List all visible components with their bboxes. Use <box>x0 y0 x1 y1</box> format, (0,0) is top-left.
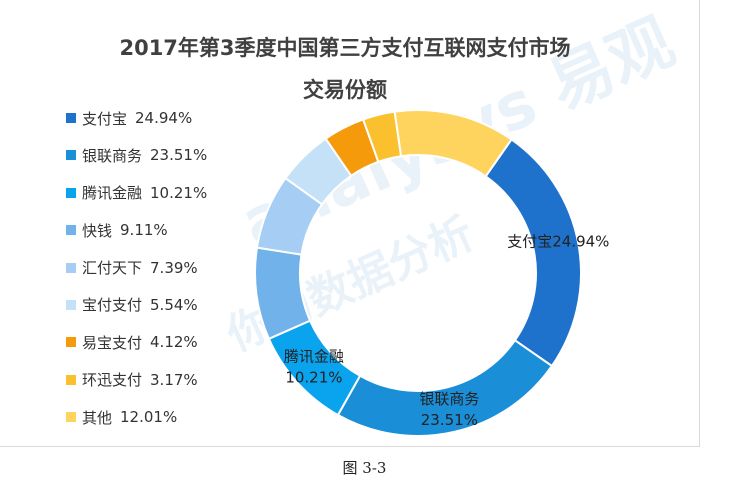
slice <box>254 246 312 341</box>
legend-swatch <box>66 412 76 423</box>
figure-caption: 图 3-3 <box>342 459 387 477</box>
legend-item: 支付宝 24.94% <box>66 107 207 129</box>
chart-title: 2017年第3季度中国第三方支付互联网支付市场 <box>119 36 571 60</box>
legend-value: 10.21% <box>150 183 208 202</box>
slice <box>484 138 582 368</box>
legend-label: 环迅支付 <box>82 371 143 390</box>
legend-item: 银联商务 23.51% <box>66 144 207 166</box>
legend-label: 支付宝 <box>82 109 128 128</box>
legend-item: 宝付支付 5.54% <box>66 294 207 316</box>
legend-value: 3.17% <box>150 370 198 389</box>
chart-subtitle: 交易份额 <box>303 78 387 102</box>
legend-value: 23.51% <box>150 146 208 165</box>
legend-item: 易宝支付 4.12% <box>66 331 207 353</box>
legend-label: 汇付天下 <box>82 259 143 278</box>
donut-chart: 支付宝24.94% 银联商务 23.51% 腾讯金融 10.21% <box>254 109 609 437</box>
data-label: 腾讯金融 10.21% <box>284 347 344 386</box>
legend-swatch <box>66 337 76 348</box>
slice <box>393 109 513 178</box>
legend-swatch <box>66 299 76 310</box>
legend-label: 宝付支付 <box>82 296 143 315</box>
legend-label: 银联商务 <box>82 146 143 165</box>
legend-value: 24.94% <box>135 109 193 127</box>
legend-label: 快钱 <box>82 221 113 240</box>
legend-swatch <box>66 113 76 123</box>
legend-value: 4.12% <box>150 333 198 352</box>
legend-swatch <box>66 225 76 236</box>
legend: 支付宝 24.94% 银联商务 23.51% 腾讯金融 10.21% 快钱 9.11% 汇付天下… <box>66 107 207 444</box>
legend-swatch <box>66 374 76 385</box>
legend-item: 其他 12.01% <box>66 406 207 428</box>
legend-value: 9.11% <box>120 221 168 240</box>
legend-swatch <box>66 262 76 273</box>
data-label: 银联商务 23.51% <box>419 390 479 429</box>
legend-swatch <box>66 150 76 161</box>
chart-frame <box>0 0 700 447</box>
legend-swatch <box>66 187 76 198</box>
legend-label: 易宝支付 <box>82 333 143 352</box>
legend-item: 快钱 9.11% <box>66 219 207 241</box>
legend-value: 5.54% <box>150 295 198 314</box>
legend-item: 汇付天下 7.39% <box>66 257 207 279</box>
legend-value: 12.01% <box>120 408 178 427</box>
legend-label: 其他 <box>82 408 113 427</box>
legend-item: 环迅支付 3.17% <box>66 369 207 391</box>
legend-label: 腾讯金融 <box>82 184 143 203</box>
legend-value: 7.39% <box>150 258 198 277</box>
data-label: 支付宝24.94% <box>507 232 609 250</box>
legend-item: 腾讯金融 10.21% <box>66 182 207 204</box>
